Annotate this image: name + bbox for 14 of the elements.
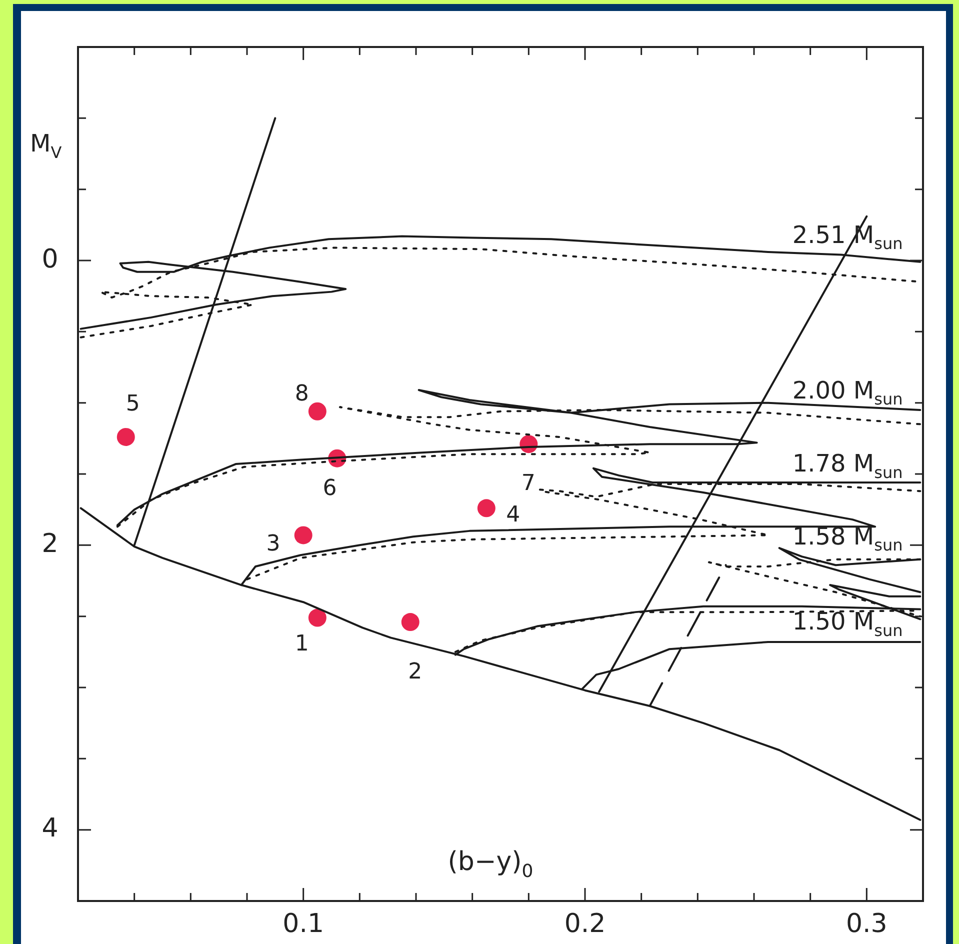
y-tick-label: 0 (42, 244, 58, 274)
annotation: 4 (506, 502, 520, 528)
x-tick-label: 0.3 (846, 908, 888, 939)
annotation: 5 (126, 392, 140, 417)
annotation: 2 (408, 660, 422, 685)
x-tick-label: 0.2 (564, 908, 606, 939)
x-tick-label: 0.1 (282, 908, 324, 939)
y-tick-label: 2 (42, 528, 58, 559)
annotation: 6 (322, 476, 337, 502)
annotation: 3 (266, 532, 280, 557)
annotation: 8 (294, 381, 309, 406)
annotation: 7 (521, 470, 536, 496)
y-tick-label: 4 (42, 814, 58, 844)
annotation: 1 (294, 632, 309, 657)
